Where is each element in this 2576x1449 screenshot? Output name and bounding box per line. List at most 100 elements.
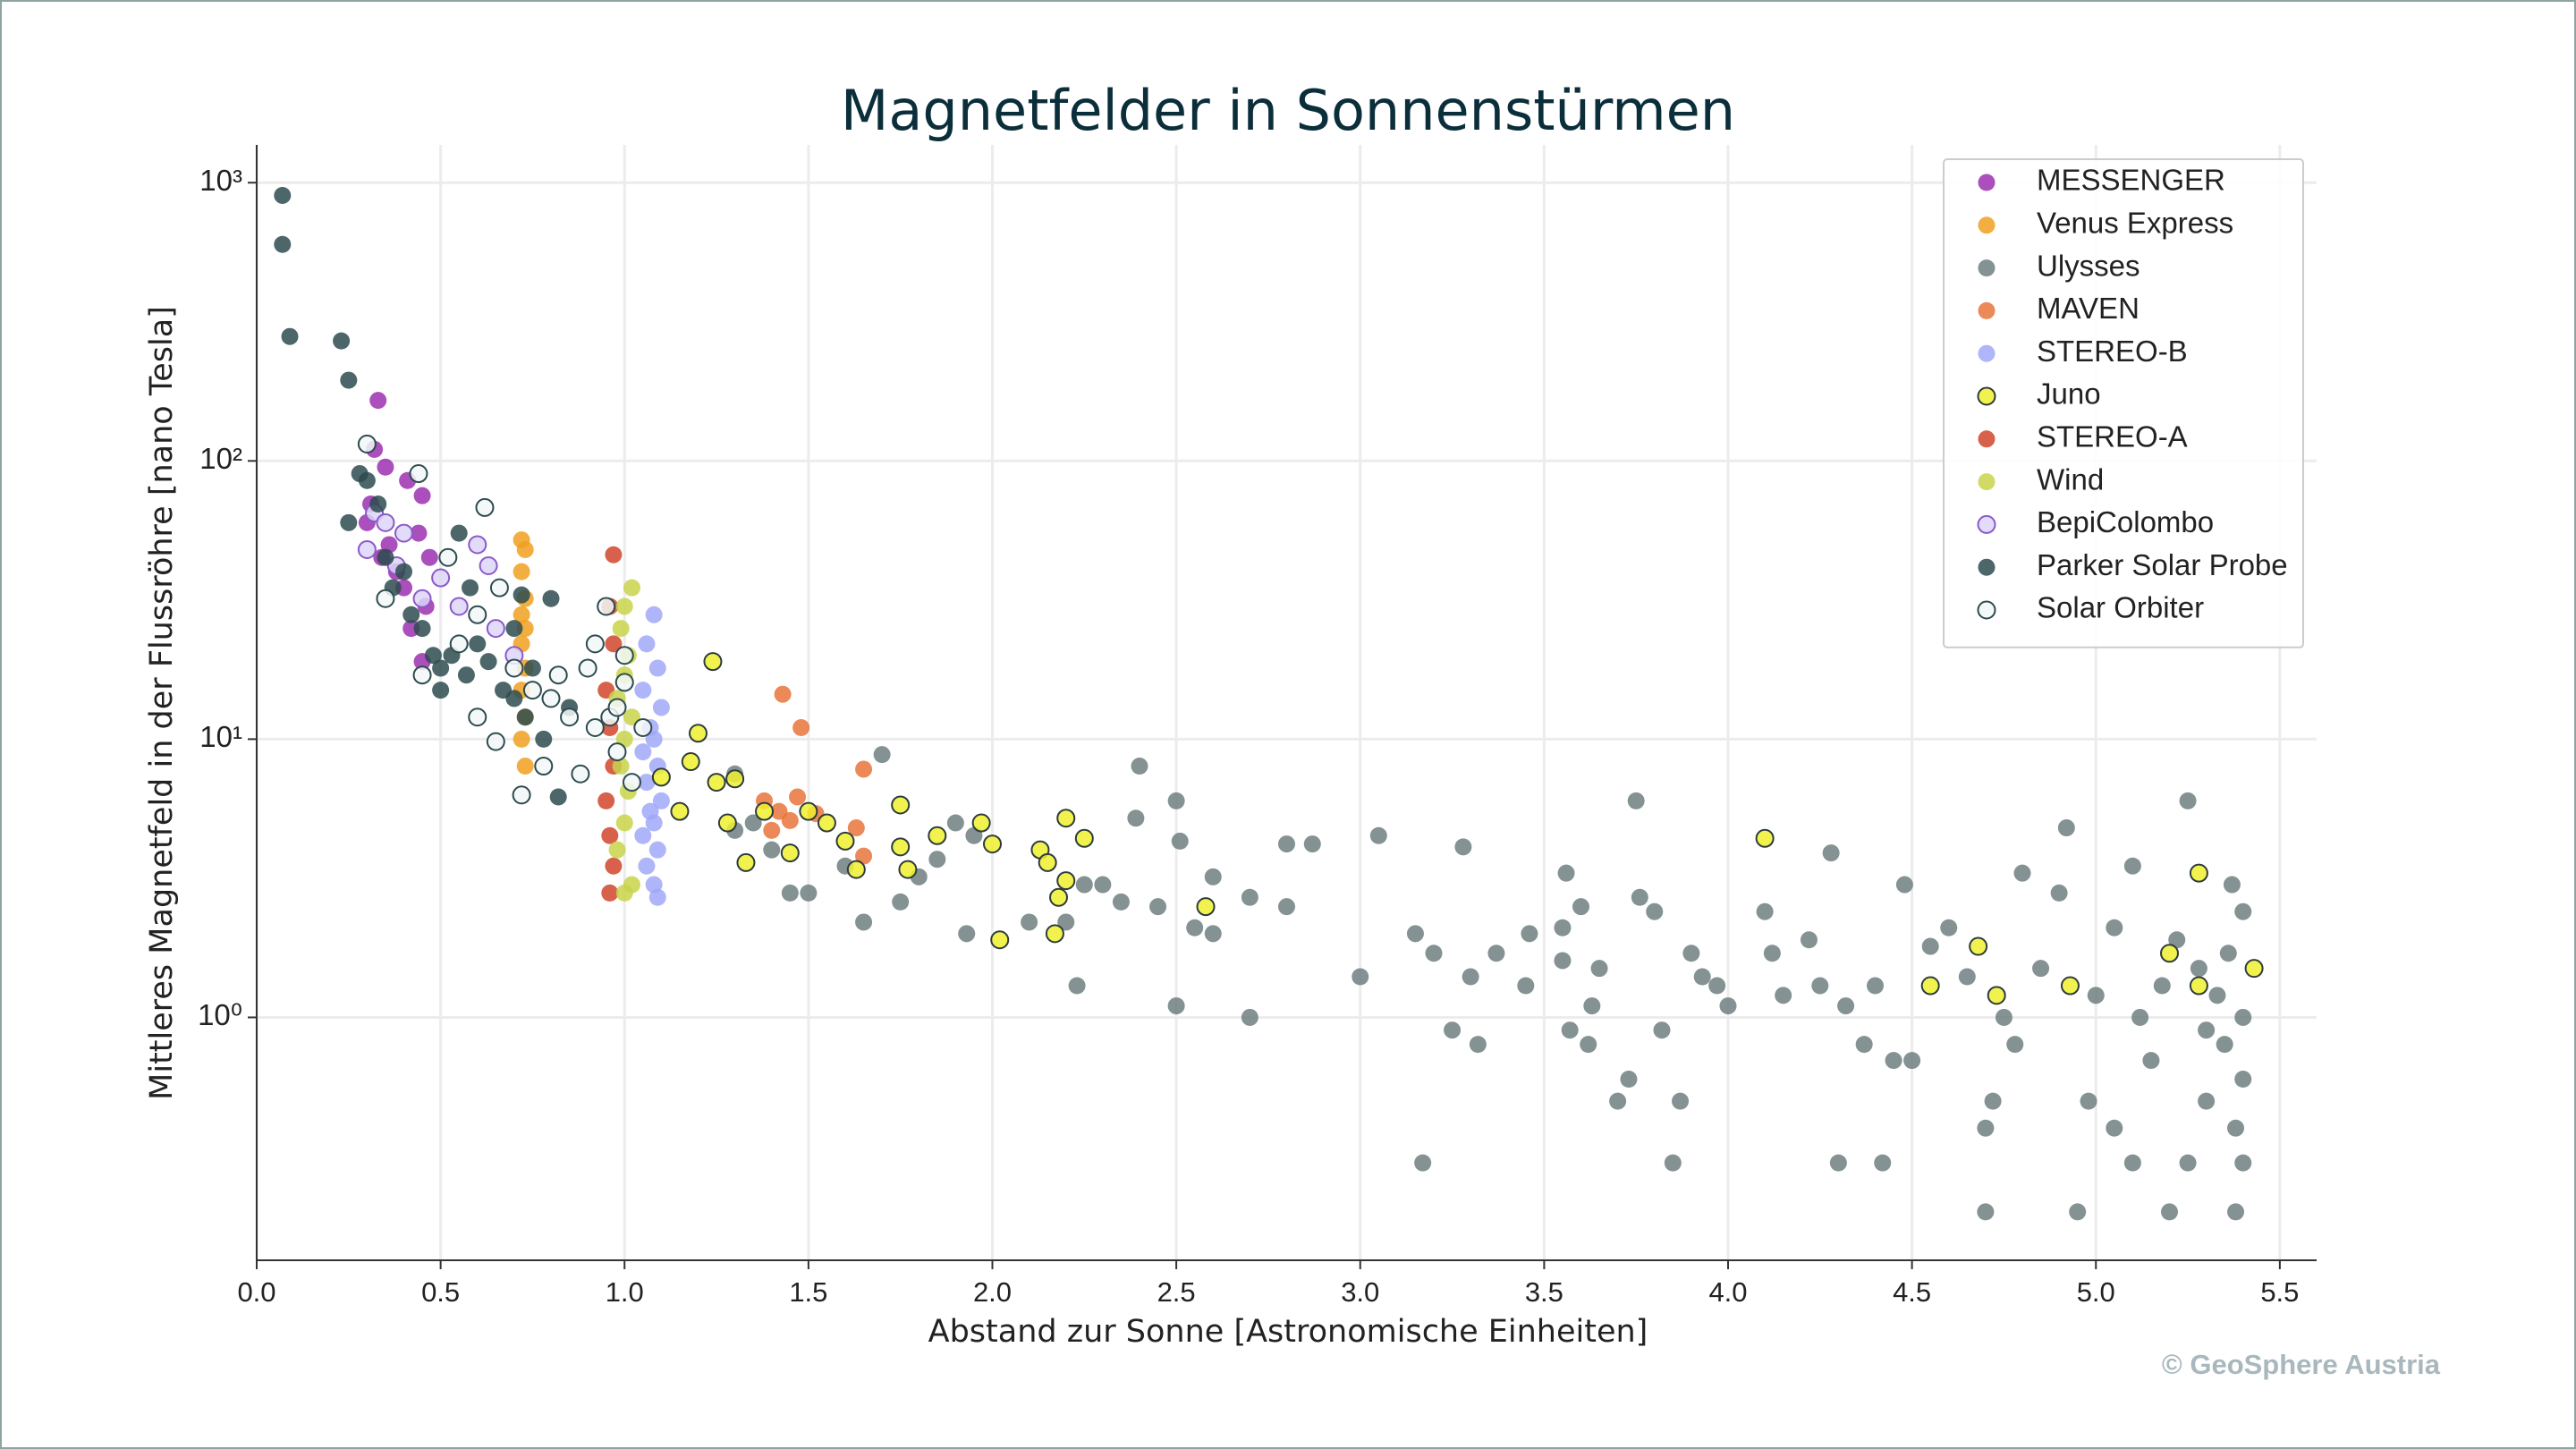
- point: [2106, 919, 2123, 936]
- point: [958, 925, 976, 943]
- legend-label: Ulysses: [2037, 249, 2140, 282]
- legend-marker: [1977, 600, 1996, 620]
- point: [1609, 1092, 1627, 1110]
- legend-label: STEREO-A: [2037, 420, 2188, 453]
- point: [1557, 864, 1575, 882]
- point: [2123, 857, 2141, 875]
- point: [2190, 960, 2207, 978]
- point: [1196, 897, 1216, 917]
- point: [2069, 1203, 2087, 1221]
- point: [634, 826, 652, 844]
- point: [2160, 944, 2179, 963]
- point: [505, 620, 523, 638]
- point: [638, 774, 656, 792]
- point: [1646, 902, 1664, 920]
- point: [377, 458, 394, 476]
- point: [1057, 913, 1075, 931]
- point: [340, 371, 358, 389]
- point: [541, 689, 561, 708]
- point: [505, 690, 523, 708]
- legend-label: STEREO-B: [2037, 335, 2188, 368]
- point: [449, 634, 469, 654]
- point: [377, 548, 394, 566]
- point: [2080, 1092, 2097, 1110]
- point: [755, 801, 775, 821]
- point: [376, 589, 395, 608]
- series-points: [651, 652, 2264, 1005]
- point: [605, 857, 623, 875]
- legend-marker: [1977, 386, 1996, 406]
- point: [468, 605, 487, 624]
- point: [357, 434, 377, 453]
- point: [1127, 809, 1145, 827]
- point: [891, 837, 911, 857]
- point: [789, 788, 807, 806]
- point: [1590, 960, 1608, 978]
- point: [1068, 977, 1086, 995]
- point: [1487, 945, 1505, 962]
- point: [449, 597, 469, 616]
- legend-label: Venus Express: [2037, 207, 2233, 240]
- point: [846, 860, 866, 879]
- point: [560, 708, 580, 727]
- point: [1829, 1154, 1847, 1172]
- point: [1038, 852, 1057, 872]
- point: [432, 659, 450, 677]
- point: [990, 930, 1010, 950]
- point: [1049, 887, 1069, 907]
- point: [1837, 997, 1855, 1015]
- point: [1977, 1203, 1995, 1221]
- point: [1867, 977, 1884, 995]
- point: [2189, 976, 2208, 996]
- point: [2087, 987, 2105, 1004]
- point: [1811, 977, 1829, 995]
- point: [1756, 902, 1774, 920]
- legend-label: MESSENGER: [2037, 164, 2225, 197]
- point: [369, 392, 387, 410]
- point: [516, 758, 534, 775]
- point: [376, 513, 395, 532]
- credit: © GeoSphere Austria: [2162, 1349, 2441, 1380]
- legend-label: Juno: [2037, 377, 2101, 411]
- point: [2227, 1203, 2245, 1221]
- point: [892, 893, 910, 911]
- point: [1921, 937, 1939, 955]
- point: [1204, 925, 1222, 943]
- point: [2234, 1070, 2252, 1088]
- point: [781, 884, 799, 902]
- point: [1987, 986, 2006, 1005]
- point: [2198, 1021, 2216, 1039]
- point: [1352, 968, 1369, 986]
- point: [548, 665, 568, 685]
- point: [1303, 835, 1321, 853]
- point: [2219, 945, 2237, 962]
- point: [1167, 997, 1185, 1015]
- point: [2179, 792, 2197, 809]
- point: [394, 523, 413, 543]
- point: [645, 730, 663, 748]
- point: [512, 785, 531, 805]
- point: [2234, 1008, 2252, 1026]
- point: [2106, 1119, 2123, 1137]
- point: [983, 835, 1002, 854]
- point: [792, 719, 810, 737]
- point: [578, 658, 597, 678]
- point: [1822, 844, 1840, 862]
- point: [513, 586, 530, 604]
- point: [612, 620, 630, 638]
- point: [1112, 893, 1130, 911]
- point: [1045, 924, 1064, 944]
- point: [468, 708, 487, 727]
- legend-marker: [1978, 473, 1996, 491]
- point: [542, 589, 560, 607]
- point: [469, 635, 487, 653]
- x-tick-label: 5.0: [2077, 1276, 2115, 1308]
- point: [597, 597, 616, 616]
- point: [612, 758, 630, 775]
- point: [409, 464, 428, 484]
- point: [689, 724, 708, 743]
- point: [601, 884, 619, 902]
- point: [395, 563, 412, 580]
- point: [744, 814, 762, 832]
- point: [1131, 758, 1148, 775]
